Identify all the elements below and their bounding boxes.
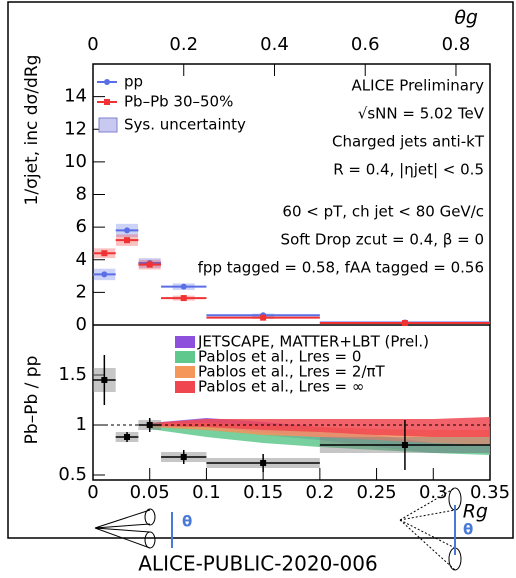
annotation: fpp tagged = 0.58, fAA tagged = 0.56 [198, 259, 484, 277]
marker [260, 460, 267, 466]
annotation: R = 0.4, |ηjet| < 0.5 [333, 161, 484, 179]
legend-label: JETSCAPE, MATTER+LBT (Prel.) [197, 333, 429, 351]
annotation: ALICE Preliminary [352, 77, 485, 95]
marker [180, 283, 187, 290]
plot-frame [92, 63, 491, 481]
legend-label: Sys. uncertainty [124, 116, 246, 134]
x-tick-label: 0.1 [192, 482, 221, 503]
annotation: Charged jets anti-kT [332, 133, 485, 151]
x-tick-label: 0.2 [306, 482, 335, 503]
y-tick-label: 2 [76, 281, 87, 302]
y-tick-label: 10 [64, 151, 87, 172]
legend-box [175, 351, 195, 363]
y-axis-title: 1/σjet, inc dσ/dRg [22, 55, 42, 206]
marker [124, 434, 131, 440]
y-tick-label: 0.5 [58, 464, 87, 485]
marker [180, 454, 187, 460]
legend-box [98, 117, 118, 133]
x-tick-label: 0.25 [357, 482, 397, 503]
x-tick-label: 0.6 [351, 34, 380, 55]
marker [124, 237, 131, 244]
diagram-label: θ [182, 513, 192, 531]
x-tick-label: 0.35 [470, 482, 510, 503]
y-tick-label: 0 [76, 314, 87, 335]
annotation: Soft Drop zcut = 0.4, β = 0 [281, 231, 484, 249]
x-axis-title: θg [454, 7, 478, 29]
x-tick-label: 0 [87, 34, 98, 55]
cone-diagram [94, 487, 462, 571]
y-axis-title: Pb–Pb / pp [22, 356, 42, 445]
y-tick-label: 14 [64, 86, 87, 107]
x-axis-title: Rg [463, 501, 488, 523]
marker [101, 377, 108, 383]
annotation: 60 < pT, ch jet < 80 GeV/c [282, 203, 484, 221]
outer-frame [7, 1, 514, 539]
y-tick-label: 1 [76, 414, 87, 435]
marker [401, 320, 408, 327]
y-tick-label: 12 [64, 118, 87, 139]
y-tick-label: 6 [76, 216, 87, 237]
marker [124, 227, 131, 234]
legend-box [175, 381, 195, 393]
x-tick-label: 0.4 [260, 34, 289, 55]
marker [101, 271, 108, 278]
marker [146, 261, 153, 268]
x-tick-label: 0.05 [130, 482, 170, 503]
footer: ALICE-PUBLIC-2020-006 [138, 552, 377, 576]
marker [401, 442, 408, 448]
legend-marker [104, 99, 110, 105]
legend-marker [104, 79, 110, 85]
y-tick-label: 4 [76, 249, 87, 270]
legend-label: Pablos et al., Lres = ∞ [198, 378, 364, 396]
diagram-label: θ [463, 521, 473, 539]
legend-box [175, 366, 195, 378]
marker [146, 422, 153, 428]
x-tick-label: 0.2 [169, 34, 198, 55]
marker [260, 314, 267, 321]
x-tick-label: 0.15 [243, 482, 283, 503]
marker [180, 295, 187, 302]
legend-label: Pablos et al., Lres = 0 [198, 348, 361, 366]
annotation: √sNN = 5.02 TeV [358, 105, 485, 123]
x-tick-label: 0.3 [419, 482, 448, 503]
legend-label: Pb–Pb 30–50% [124, 93, 233, 111]
y-tick-label: 1.5 [58, 364, 87, 385]
marker [101, 250, 108, 257]
y-tick-label: 8 [76, 184, 87, 205]
x-tick-label: 0.8 [442, 34, 471, 55]
x-tick-label: 0 [87, 482, 98, 503]
legend-label: pp [124, 73, 143, 91]
legend-label: Pablos et al., Lres = 2/πT [198, 363, 386, 381]
legend-box [175, 336, 195, 348]
